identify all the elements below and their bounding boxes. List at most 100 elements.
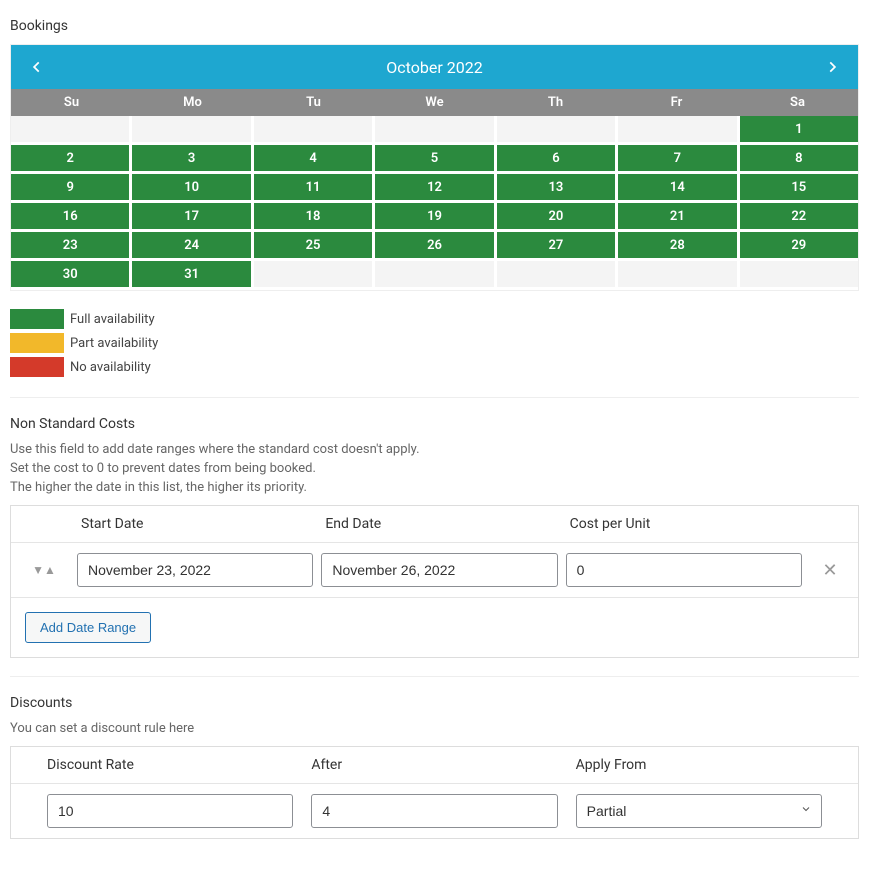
close-icon: ✕	[822, 560, 837, 581]
calendar-day-cell[interactable]: 28	[618, 232, 736, 258]
calendar-day-cell[interactable]: 14	[618, 174, 736, 200]
calendar-day-cell[interactable]: 18	[254, 203, 372, 229]
calendar-next-button[interactable]	[812, 45, 852, 89]
calendar-day-cell[interactable]: 11	[254, 174, 372, 200]
calendar-blank-cell	[740, 261, 858, 287]
calendar-dow-cell: We	[374, 89, 495, 116]
apply-from-select[interactable]	[576, 794, 822, 828]
calendar-grid: 1234567891011121314151617181920212223242…	[11, 116, 858, 290]
chevron-right-icon	[825, 60, 839, 74]
delete-row-button[interactable]: ✕	[810, 560, 850, 581]
calendar-dow-cell: Tu	[253, 89, 374, 116]
nsc-col-cost: Cost per Unit	[566, 516, 802, 532]
discounts-columns: Discount Rate After Apply From	[11, 747, 858, 784]
divider	[10, 397, 859, 398]
discount-after-input[interactable]	[311, 794, 557, 828]
calendar-blank-cell	[618, 261, 736, 287]
chevron-left-icon	[30, 60, 44, 74]
calendar-prev-button[interactable]	[17, 45, 57, 89]
calendar-day-cell[interactable]: 27	[497, 232, 615, 258]
calendar-blank-cell	[618, 116, 736, 142]
nsc-col-end: End Date	[321, 516, 557, 532]
calendar-blank-cell	[375, 116, 493, 142]
apply-from-value[interactable]	[576, 794, 822, 828]
calendar-day-cell[interactable]: 9	[11, 174, 129, 200]
bookings-title: Bookings	[10, 18, 859, 34]
calendar-day-cell[interactable]: 2	[11, 145, 129, 171]
calendar-blank-cell	[375, 261, 493, 287]
calendar-day-cell[interactable]: 1	[740, 116, 858, 142]
sort-handle[interactable]: ▼▲	[19, 563, 69, 577]
calendar-blank-cell	[497, 116, 615, 142]
calendar-dow-cell: Mo	[132, 89, 253, 116]
calendar-day-cell[interactable]: 24	[132, 232, 250, 258]
calendar-day-cell[interactable]: 15	[740, 174, 858, 200]
nsc-help-2: Set the cost to 0 to prevent dates from …	[10, 461, 859, 476]
divider	[10, 676, 859, 677]
calendar-day-cell[interactable]: 5	[375, 145, 493, 171]
legend-label-part: Part availability	[70, 336, 158, 351]
calendar-day-cell[interactable]: 25	[254, 232, 372, 258]
calendar-day-cell[interactable]: 6	[497, 145, 615, 171]
discounts-help: You can set a discount rule here	[10, 721, 859, 736]
legend-swatch-part	[10, 333, 64, 353]
calendar-day-cell[interactable]: 19	[375, 203, 493, 229]
calendar-day-cell[interactable]: 23	[11, 232, 129, 258]
calendar-day-cell[interactable]: 22	[740, 203, 858, 229]
calendar-day-cell[interactable]: 30	[11, 261, 129, 287]
discounts-title: Discounts	[10, 695, 859, 711]
legend-swatch-none	[10, 357, 64, 377]
calendar-header: October 2022	[11, 45, 858, 89]
calendar-day-cell[interactable]: 12	[375, 174, 493, 200]
legend-row-none: No availability	[10, 357, 859, 377]
start-date-input[interactable]	[77, 553, 313, 587]
discount-rate-input[interactable]	[47, 794, 293, 828]
calendar-day-headers: SuMoTuWeThFrSa	[11, 89, 858, 116]
calendar-day-cell[interactable]: 20	[497, 203, 615, 229]
calendar-dow-cell: Th	[495, 89, 616, 116]
calendar-blank-cell	[254, 116, 372, 142]
calendar-blank-cell	[254, 261, 372, 287]
calendar-month-label: October 2022	[386, 58, 482, 77]
nsc-panel: Start Date End Date Cost per Unit ▼▲ ✕ A…	[10, 505, 859, 658]
calendar-day-cell[interactable]: 13	[497, 174, 615, 200]
disc-col-rate: Discount Rate	[47, 757, 293, 773]
calendar-dow-cell: Su	[11, 89, 132, 116]
calendar-day-cell[interactable]: 29	[740, 232, 858, 258]
calendar-day-cell[interactable]: 17	[132, 203, 250, 229]
calendar-day-cell[interactable]: 16	[11, 203, 129, 229]
nsc-col-start: Start Date	[77, 516, 313, 532]
calendar-day-cell[interactable]: 3	[132, 145, 250, 171]
nsc-columns: Start Date End Date Cost per Unit	[11, 506, 858, 543]
disc-col-apply: Apply From	[576, 757, 822, 773]
calendar-dow-cell: Sa	[737, 89, 858, 116]
calendar-day-cell[interactable]: 10	[132, 174, 250, 200]
discounts-panel: Discount Rate After Apply From	[10, 746, 859, 839]
calendar-day-cell[interactable]: 26	[375, 232, 493, 258]
calendar: October 2022 SuMoTuWeThFrSa 123456789101…	[10, 44, 859, 291]
calendar-day-cell[interactable]: 8	[740, 145, 858, 171]
calendar-dow-cell: Fr	[616, 89, 737, 116]
nsc-footer: Add Date Range	[11, 598, 858, 657]
end-date-input[interactable]	[321, 553, 557, 587]
nsc-help-1: Use this field to add date ranges where …	[10, 442, 859, 457]
nsc-title: Non Standard Costs	[10, 416, 859, 432]
add-date-range-button[interactable]: Add Date Range	[25, 612, 151, 643]
calendar-day-cell[interactable]: 7	[618, 145, 736, 171]
nsc-row: ▼▲ ✕	[11, 543, 858, 598]
discounts-row	[11, 784, 858, 838]
legend-swatch-full	[10, 309, 64, 329]
calendar-legend: Full availability Part availability No a…	[10, 309, 859, 377]
calendar-day-cell[interactable]: 31	[132, 261, 250, 287]
nsc-help-3: The higher the date in this list, the hi…	[10, 480, 859, 495]
legend-label-full: Full availability	[70, 312, 155, 327]
legend-label-none: No availability	[70, 360, 151, 375]
disc-col-after: After	[311, 757, 557, 773]
calendar-day-cell[interactable]: 4	[254, 145, 372, 171]
legend-row-full: Full availability	[10, 309, 859, 329]
legend-row-part: Part availability	[10, 333, 859, 353]
calendar-blank-cell	[497, 261, 615, 287]
calendar-blank-cell	[132, 116, 250, 142]
cost-input[interactable]	[566, 553, 802, 587]
calendar-day-cell[interactable]: 21	[618, 203, 736, 229]
